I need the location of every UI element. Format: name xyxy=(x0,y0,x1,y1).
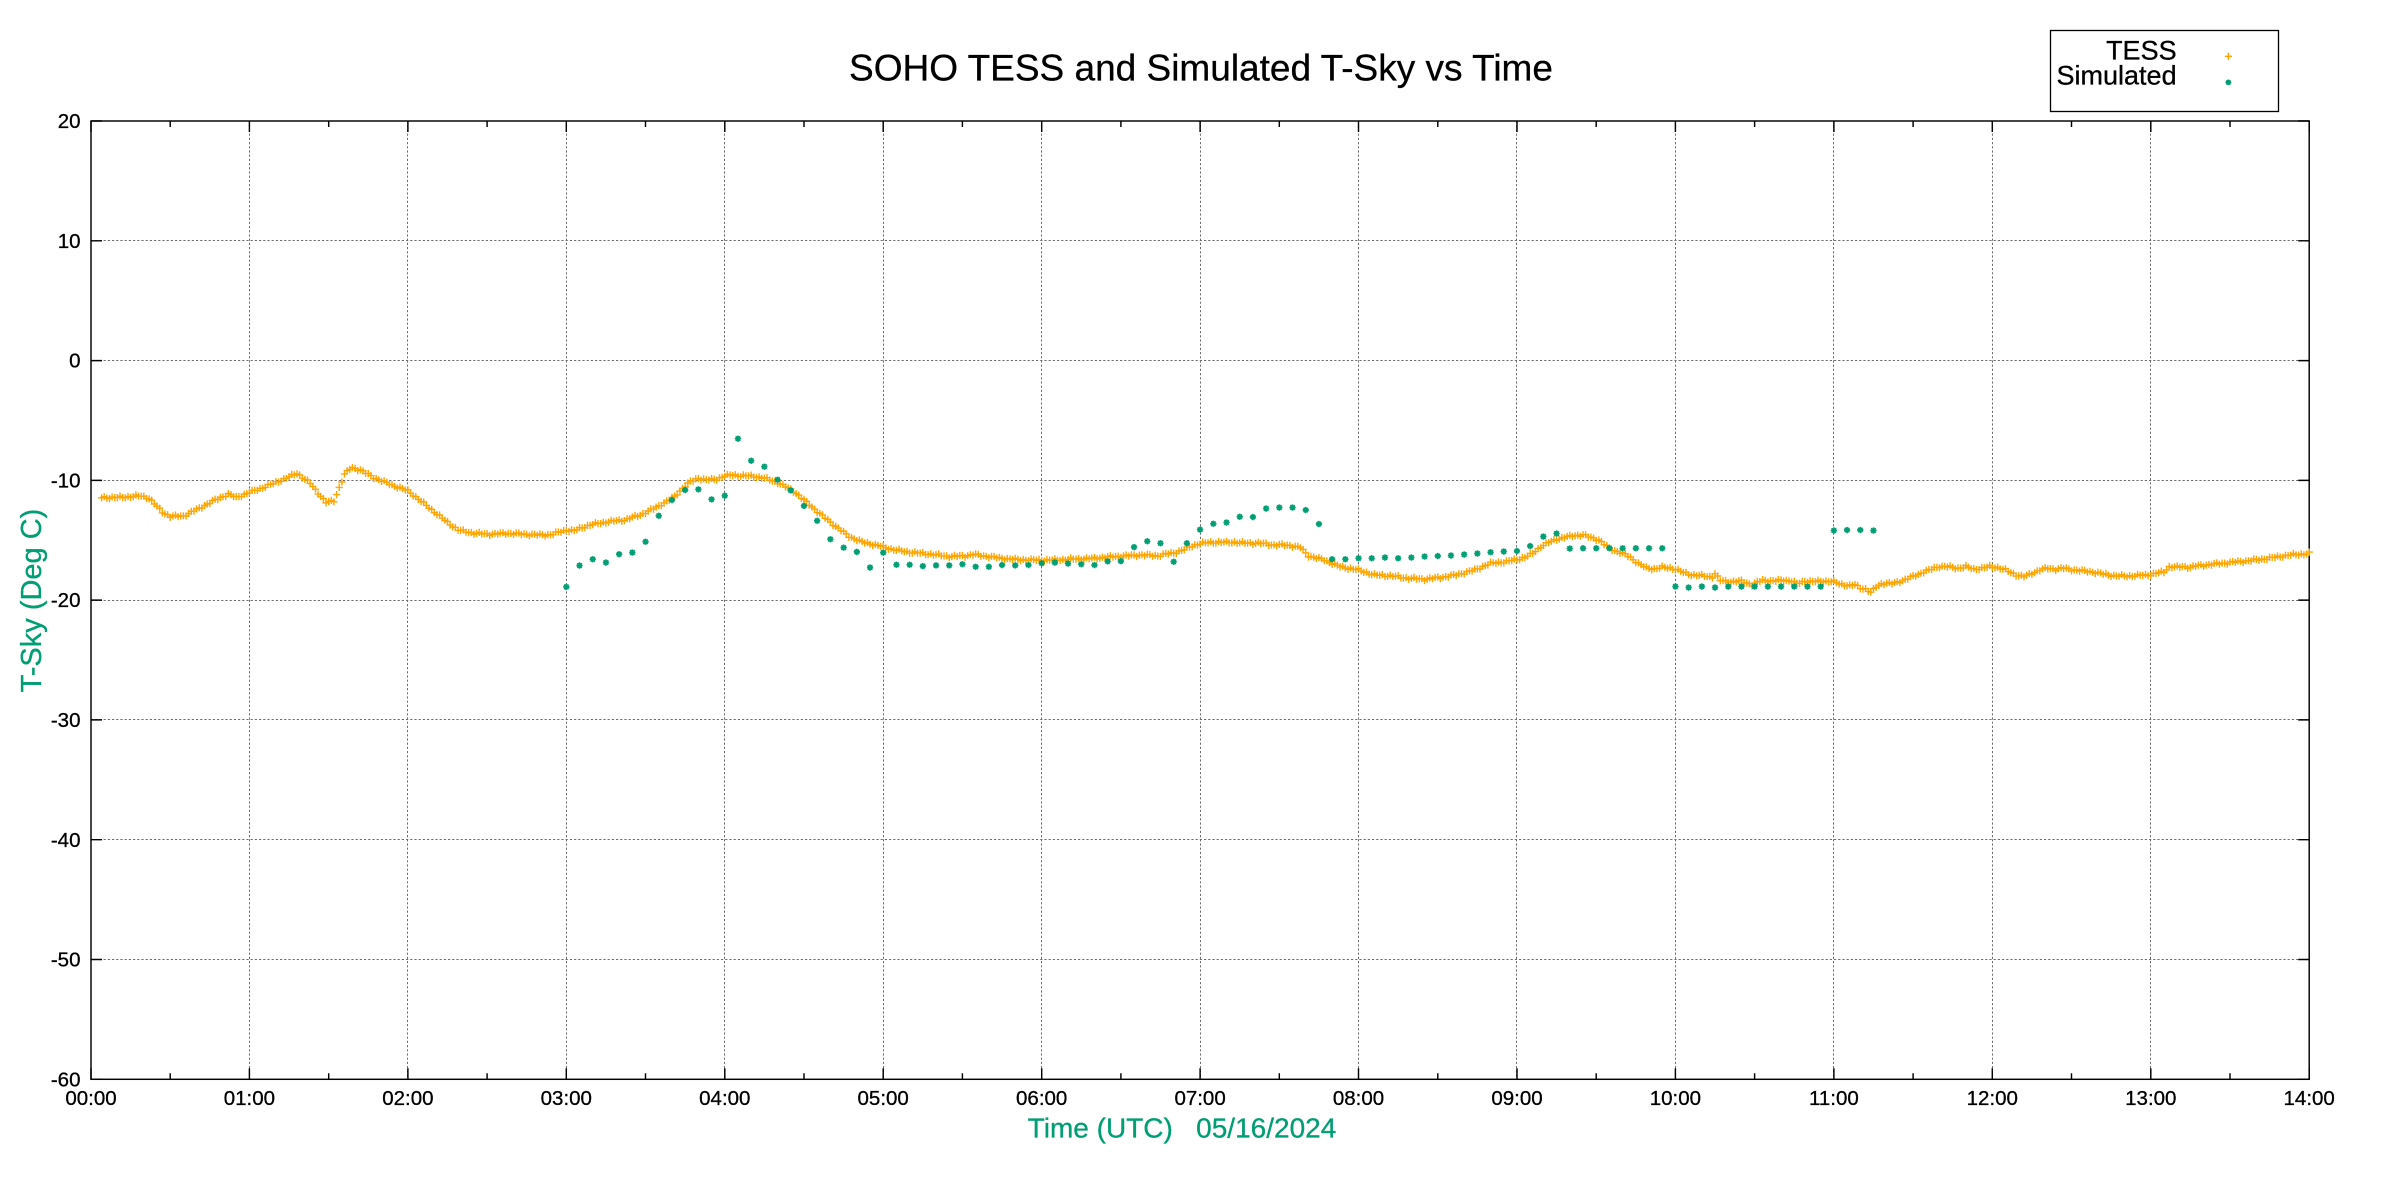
svg-text:04:00: 04:00 xyxy=(699,1087,750,1110)
svg-text:20: 20 xyxy=(58,110,81,133)
svg-text:14:00: 14:00 xyxy=(2284,1087,2335,1110)
svg-text:07:00: 07:00 xyxy=(1174,1087,1225,1110)
svg-text:06:00: 06:00 xyxy=(1016,1087,1067,1110)
svg-text:09:00: 09:00 xyxy=(1491,1087,1542,1110)
svg-text:-20: -20 xyxy=(51,589,81,612)
svg-text:-40: -40 xyxy=(51,829,81,852)
svg-text:03:00: 03:00 xyxy=(541,1087,592,1110)
svg-text:13:00: 13:00 xyxy=(2125,1087,2176,1110)
svg-text:00:00: 00:00 xyxy=(65,1087,116,1110)
svg-text:05:00: 05:00 xyxy=(858,1087,909,1110)
svg-text:08:00: 08:00 xyxy=(1333,1087,1384,1110)
svg-text:-60: -60 xyxy=(51,1068,81,1091)
svg-text:T-Sky (Deg C): T-Sky (Deg C) xyxy=(16,509,48,693)
svg-text:0: 0 xyxy=(69,350,80,373)
svg-text:02:00: 02:00 xyxy=(382,1087,433,1110)
svg-text:-30: -30 xyxy=(51,709,81,732)
svg-text:10: 10 xyxy=(58,230,81,253)
svg-text:11:00: 11:00 xyxy=(1809,1087,1859,1110)
svg-text:TESS: TESS xyxy=(2106,36,2177,66)
svg-text:-50: -50 xyxy=(51,949,81,972)
svg-text:Time (UTC) 05/16/2024: Time (UTC) 05/16/2024 xyxy=(1028,1113,1337,1144)
svg-text:12:00: 12:00 xyxy=(1967,1087,2018,1110)
svg-text:Simulated: Simulated xyxy=(2057,61,2177,91)
svg-text:-10: -10 xyxy=(51,470,81,493)
svg-text:01:00: 01:00 xyxy=(224,1087,275,1110)
svg-text:10:00: 10:00 xyxy=(1650,1087,1701,1110)
svg-text:SOHO TESS and Simulated T-Sky: SOHO TESS and Simulated T-Sky vs Time xyxy=(849,48,1553,89)
